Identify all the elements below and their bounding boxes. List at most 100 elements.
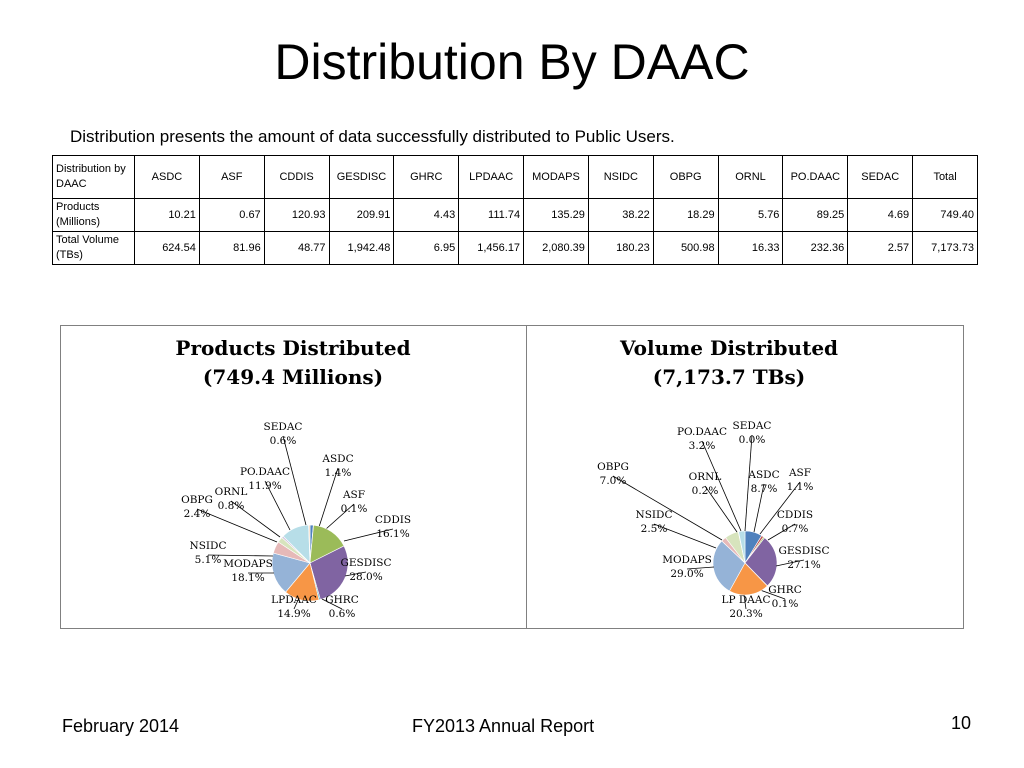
table-column-header: ASDC xyxy=(134,155,200,199)
slice-percent-label: 0.6% xyxy=(270,435,297,447)
slice-percent-label: 1.1% xyxy=(787,481,814,493)
slice-percent-label: 8.7% xyxy=(751,483,778,495)
footer-date: February 2014 xyxy=(62,716,180,736)
leader-line xyxy=(318,467,339,528)
leader-line xyxy=(282,435,307,526)
leader-line xyxy=(264,480,291,531)
table-cell: 81.96 xyxy=(198,231,265,265)
table-column-header: CDDIS xyxy=(263,155,330,199)
slice-name-label: SEDAC xyxy=(733,420,772,432)
table-column-header: SEDAC xyxy=(847,155,914,199)
slice-name-label: SEDAC xyxy=(264,421,303,433)
panel-divider xyxy=(526,326,527,628)
slice-name-label: ORNL xyxy=(689,471,722,483)
slice-name-label: ASF xyxy=(788,467,811,479)
table-column-header: ORNL xyxy=(717,155,784,199)
slice-name-label: OBPG xyxy=(597,461,629,473)
table-column-header: LPDAAC xyxy=(458,155,525,199)
row-header: Products (Millions) xyxy=(52,198,135,232)
pie-slice xyxy=(744,537,778,587)
leader-line xyxy=(196,508,278,543)
table-cell: 2.57 xyxy=(847,231,914,265)
table-cell: 4.69 xyxy=(847,198,914,232)
leader-line xyxy=(759,589,786,600)
table-cell: 232.36 xyxy=(782,231,849,265)
slice-name-label: NSIDC xyxy=(636,509,673,521)
slice-name-label: ASF xyxy=(342,489,365,501)
slice-percent-label: 18.1% xyxy=(231,572,264,584)
leader-line xyxy=(767,523,796,541)
leader-line xyxy=(343,528,394,542)
slice-name-label: MODAPS xyxy=(662,554,712,566)
slice-percent-label: 2.4% xyxy=(184,508,211,520)
table-cell: 7,173.73 xyxy=(912,231,978,265)
slice-percent-label: 27.1% xyxy=(787,559,820,571)
leader-line xyxy=(743,594,747,610)
leader-line xyxy=(325,503,355,530)
slice-percent-label: 20.3% xyxy=(729,608,762,620)
slice-name-label: ASDC xyxy=(747,469,779,481)
slice-name-label: ORNL xyxy=(215,486,248,498)
chart-title: Products Distributed xyxy=(175,336,410,360)
slice-name-label: LP DAAC xyxy=(722,594,771,606)
slice-name-label: GESDISC xyxy=(340,557,391,569)
slice-name-label: ASDC xyxy=(321,453,353,465)
table-row: Total Volume (TBs) 624.54 81.96 48.77 1,942.… xyxy=(52,231,978,265)
charts-panel xyxy=(60,325,964,629)
table-column-header: ASF xyxy=(198,155,265,199)
distribution-table: Distribution by DAAC ASDC ASF CDDIS GESDISC G… xyxy=(52,155,978,265)
slice-percent-label: 0.1% xyxy=(772,598,799,610)
slice-name-label: GHRC xyxy=(768,584,801,596)
row-header: Total Volume (TBs) xyxy=(52,231,135,265)
slice-name-label: PO.DAAC xyxy=(240,466,290,478)
leader-line xyxy=(321,598,343,610)
table-column-header: GESDISC xyxy=(328,155,395,199)
table-cell: 209.91 xyxy=(328,198,395,232)
slice-name-label: PO.DAAC xyxy=(677,426,727,438)
table-cell: 10.21 xyxy=(134,198,200,232)
slice-percent-label: 2.5% xyxy=(641,523,668,535)
slice-percent-label: 29.0% xyxy=(670,568,703,580)
slice-percent-label: 11.9% xyxy=(248,480,281,492)
table-cell: 18.29 xyxy=(652,198,719,232)
slice-name-label: OBPG xyxy=(181,494,213,506)
slice-name-label: CDDIS xyxy=(375,514,411,526)
table-cell: 500.98 xyxy=(652,231,719,265)
leader-line xyxy=(686,566,715,570)
table-column-header: Total xyxy=(912,155,978,199)
slice-percent-label: 0.1% xyxy=(341,503,368,515)
pie-slice xyxy=(738,530,746,564)
leader-line xyxy=(612,475,723,541)
leader-line xyxy=(653,523,717,549)
chart-subtitle: (749.4 Millions) xyxy=(203,365,383,389)
table-cell: 6.95 xyxy=(393,231,460,265)
page-number: 10 xyxy=(951,713,972,733)
table-cell: 16.33 xyxy=(717,231,784,265)
slice-percent-label: 3.2% xyxy=(689,440,716,452)
leader-line xyxy=(207,554,274,557)
table-column-header: PO.DAAC xyxy=(782,155,849,199)
pie-slice xyxy=(729,562,768,596)
table-column-header: NSIDC xyxy=(587,155,654,199)
slice-percent-label: 1.4% xyxy=(325,467,352,479)
table-cell: 1,456.17 xyxy=(458,231,525,265)
table-row: Products (Millions) 10.21 0.67 120.93 209.91… xyxy=(52,198,978,232)
slice-percent-label: 16.1% xyxy=(376,528,409,540)
slice-percent-label: 28.0% xyxy=(349,571,382,583)
pie-slice xyxy=(712,540,746,592)
table-cell: 48.77 xyxy=(263,231,330,265)
slice-percent-label: 7.0% xyxy=(600,475,627,487)
table-cell: 624.54 xyxy=(134,231,200,265)
slice-percent-label: 5.1% xyxy=(195,554,222,566)
leader-line xyxy=(293,597,300,610)
table-cell: 89.25 xyxy=(782,198,849,232)
slice-percent-label: 0.0% xyxy=(739,434,766,446)
slice-percent-label: 0.8% xyxy=(218,500,245,512)
slice-name-label: GESDISC xyxy=(778,545,829,557)
slice-percent-label: 14.9% xyxy=(277,608,310,620)
leader-line xyxy=(704,485,738,533)
leader-line xyxy=(753,483,765,533)
slice-percent-label: 0.7% xyxy=(782,523,809,535)
leader-line xyxy=(230,500,281,538)
leader-line xyxy=(775,559,805,567)
